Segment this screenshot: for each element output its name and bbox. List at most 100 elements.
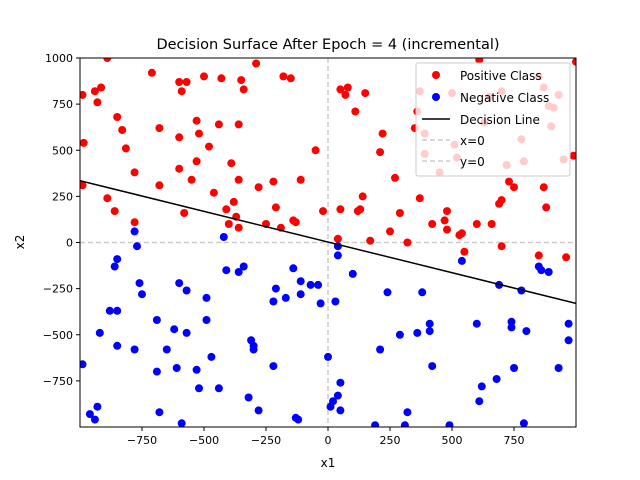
positive-point [343,83,352,92]
x-tick-label: −500 [189,434,219,447]
positive-point [428,220,437,228]
positive-point [457,229,466,238]
positive-point [539,183,548,192]
positive-point [291,218,300,227]
negative-point [507,317,516,326]
positive-point [286,74,295,83]
negative-point [376,345,385,354]
negative-point [130,345,139,354]
negative-point [425,327,434,336]
negative-point [554,364,563,372]
legend-box [415,62,571,177]
negative-point [371,421,380,427]
positive-point [460,247,469,256]
negative-point [289,264,298,273]
negative-point [90,415,99,424]
x-tick-label: 0 [325,434,332,447]
positive-point [195,129,203,138]
positive-point [192,157,201,166]
negative-point [172,364,181,372]
positive-point [279,72,288,81]
positive-point [562,253,571,262]
positive-point [443,225,451,234]
negative-point [445,421,454,427]
negative-point [85,410,94,419]
positive-point [110,207,119,216]
negative-point [537,266,546,275]
positive-point [80,181,87,190]
negative-point [333,251,342,260]
positive-point [113,113,122,121]
positive-point [118,126,127,134]
positive-point [336,85,345,94]
negative-point [152,367,161,376]
positive-point [130,218,139,227]
negative-point [428,362,437,371]
y-tick-label: −500 [43,329,73,342]
negative-point [403,408,412,417]
negative-point [507,323,516,332]
negative-point [294,415,303,424]
x-axis-label: x1 [321,456,336,470]
negative-point [271,284,280,293]
negative-point [296,277,305,286]
positive-point [175,164,184,173]
negative-point [155,408,164,417]
positive-point [366,236,375,245]
chart-title: Decision Surface After Epoch = 4 (increm… [156,37,499,53]
positive-point [239,85,248,94]
positive-point [252,59,261,68]
y-tick-label: 0 [66,237,73,250]
negative-point [395,330,404,339]
positive-point [103,194,112,203]
positive-point [177,87,186,96]
negative-point [564,336,573,345]
positive-point [90,87,99,96]
positive-point [192,116,201,125]
positive-point [391,173,399,182]
positive-point [222,205,231,214]
negative-point [80,360,87,369]
positive-point [333,234,342,243]
positive-point [271,203,280,212]
y-axis-label: x2 [13,235,27,250]
negative-point [177,419,186,427]
positive-point [475,58,484,64]
positive-point [510,183,518,192]
positive-point [209,188,218,197]
y-tick-label: 500 [52,144,73,157]
positive-point [386,227,394,236]
negative-point [336,378,345,387]
positive-point [227,159,236,168]
positive-point [376,148,385,157]
positive-point [472,220,481,228]
negative-point [331,297,340,306]
negative-point [182,286,191,295]
negative-point [182,328,191,337]
negative-point [329,397,337,406]
y-tick-label: −250 [43,283,73,296]
x-tick-label: 500 [442,434,463,447]
y-tick-label: 750 [52,98,73,111]
negative-point [544,268,553,276]
negative-point [418,288,427,297]
negative-point [477,382,486,391]
negative-point [348,269,357,278]
negative-point [202,293,211,302]
legend-x0-label: x=0 [460,134,485,148]
negative-point [306,280,315,289]
decision-line [80,179,576,305]
legend-decision-line-label: Decision Line [460,113,540,127]
positive-point [180,209,189,217]
positive-point [175,133,184,142]
negative-point [175,279,184,288]
positive-point [103,58,112,62]
negative-point [95,328,104,337]
negative-point [195,384,203,393]
positive-point [254,183,263,192]
negative-point [457,256,466,265]
legend-negative-label: Negative Class [460,91,549,105]
positive-point [487,220,496,228]
positive-point [217,74,226,83]
